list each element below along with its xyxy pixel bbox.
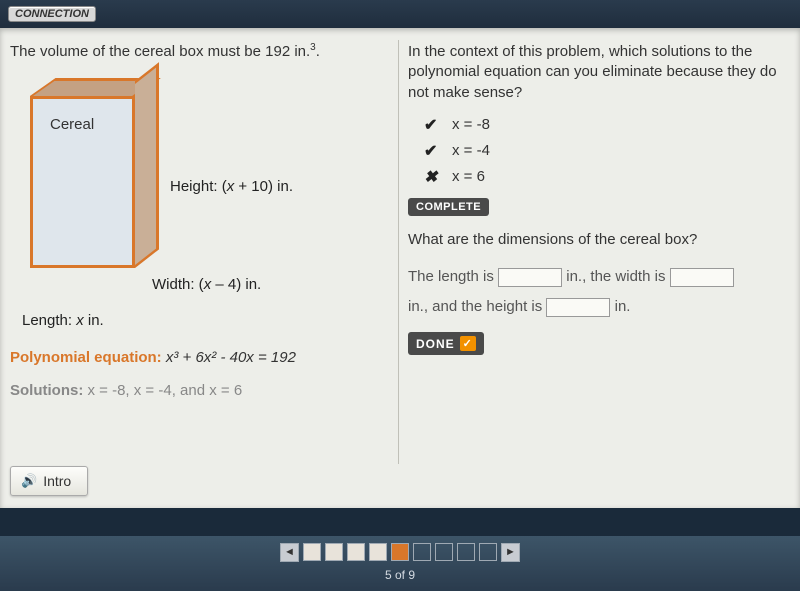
done-label: DONE [416,337,455,351]
question-1: In the context of this problem, which so… [408,42,784,103]
cereal-box-diagram: Cereal Height: (x + 10) in. Width: (x – … [30,78,200,288]
equation-body: x³ + 6x² - 40x = 192 [166,349,296,366]
nav-area: ◄ ► 5 of 9 [0,536,800,591]
option-row: ✖ x = 6 [424,167,784,187]
nav-row: ◄ ► [280,543,520,562]
equation-label: Polynomial equation: [10,349,162,366]
answer-options: ✔ x = -8 ✔ x = -4 ✖ x = 6 [424,115,784,187]
nav-step-5[interactable] [391,543,409,561]
fill-in-sentence: The length is in., the width is in., and… [408,262,784,322]
nav-step-4[interactable] [369,543,387,561]
solutions-body: x = -8, x = -4, and x = 6 [88,382,243,399]
nav-step-1[interactable] [303,543,321,561]
problem-statement: The volume of the cereal box must be 192… [10,42,384,60]
box-label: Cereal [50,116,94,133]
height-input[interactable] [546,298,610,317]
top-bar: CONNECTION [0,0,800,28]
length-input[interactable] [498,268,562,287]
problem-text: The volume of the cereal box must be 192… [10,43,310,60]
x-icon: ✖ [424,167,444,187]
complete-badge[interactable]: COMPLETE [408,198,489,216]
question-2: What are the dimensions of the cereal bo… [408,230,784,250]
nav-step-7[interactable] [435,543,453,561]
box-side-face [135,62,159,268]
polynomial-equation: Polynomial equation: x³ + 6x² - 40x = 19… [10,349,384,366]
nav-progress-label: 5 of 9 [0,568,800,582]
done-check-icon: ✓ [460,336,476,351]
nav-step-3[interactable] [347,543,365,561]
option-row: ✔ x = -4 [424,141,784,161]
solutions-line: Solutions: x = -8, x = -4, and x = 6 [10,382,384,399]
problem-exponent: 3 [310,42,316,53]
option-text: x = -8 [452,116,490,133]
check-icon: ✔ [424,115,444,135]
option-text: x = 6 [452,168,485,185]
option-text: x = -4 [452,142,490,159]
right-pane: In the context of this problem, which so… [398,28,800,508]
option-row: ✔ x = -8 [424,115,784,135]
left-pane: The volume of the cereal box must be 192… [0,28,398,508]
check-icon: ✔ [424,141,444,161]
height-dimension: Height: (x + 10) in. [170,178,293,195]
nav-step-9[interactable] [479,543,497,561]
nav-step-6[interactable] [413,543,431,561]
prev-button[interactable]: ◄ [280,543,299,562]
connection-button[interactable]: CONNECTION [8,6,96,22]
content-panel: The volume of the cereal box must be 192… [0,28,800,508]
nav-step-8[interactable] [457,543,475,561]
width-input[interactable] [670,268,734,287]
intro-label: Intro [43,473,71,489]
solutions-label: Solutions: [10,382,83,399]
length-dimension: Length: x in. [22,312,384,329]
done-button[interactable]: DONE ✓ [408,332,484,355]
next-button[interactable]: ► [501,543,520,562]
speaker-icon: 🔊 [21,473,37,489]
nav-step-2[interactable] [325,543,343,561]
width-dimension: Width: (x – 4) in. [152,276,261,293]
intro-button[interactable]: 🔊 Intro [10,466,88,496]
